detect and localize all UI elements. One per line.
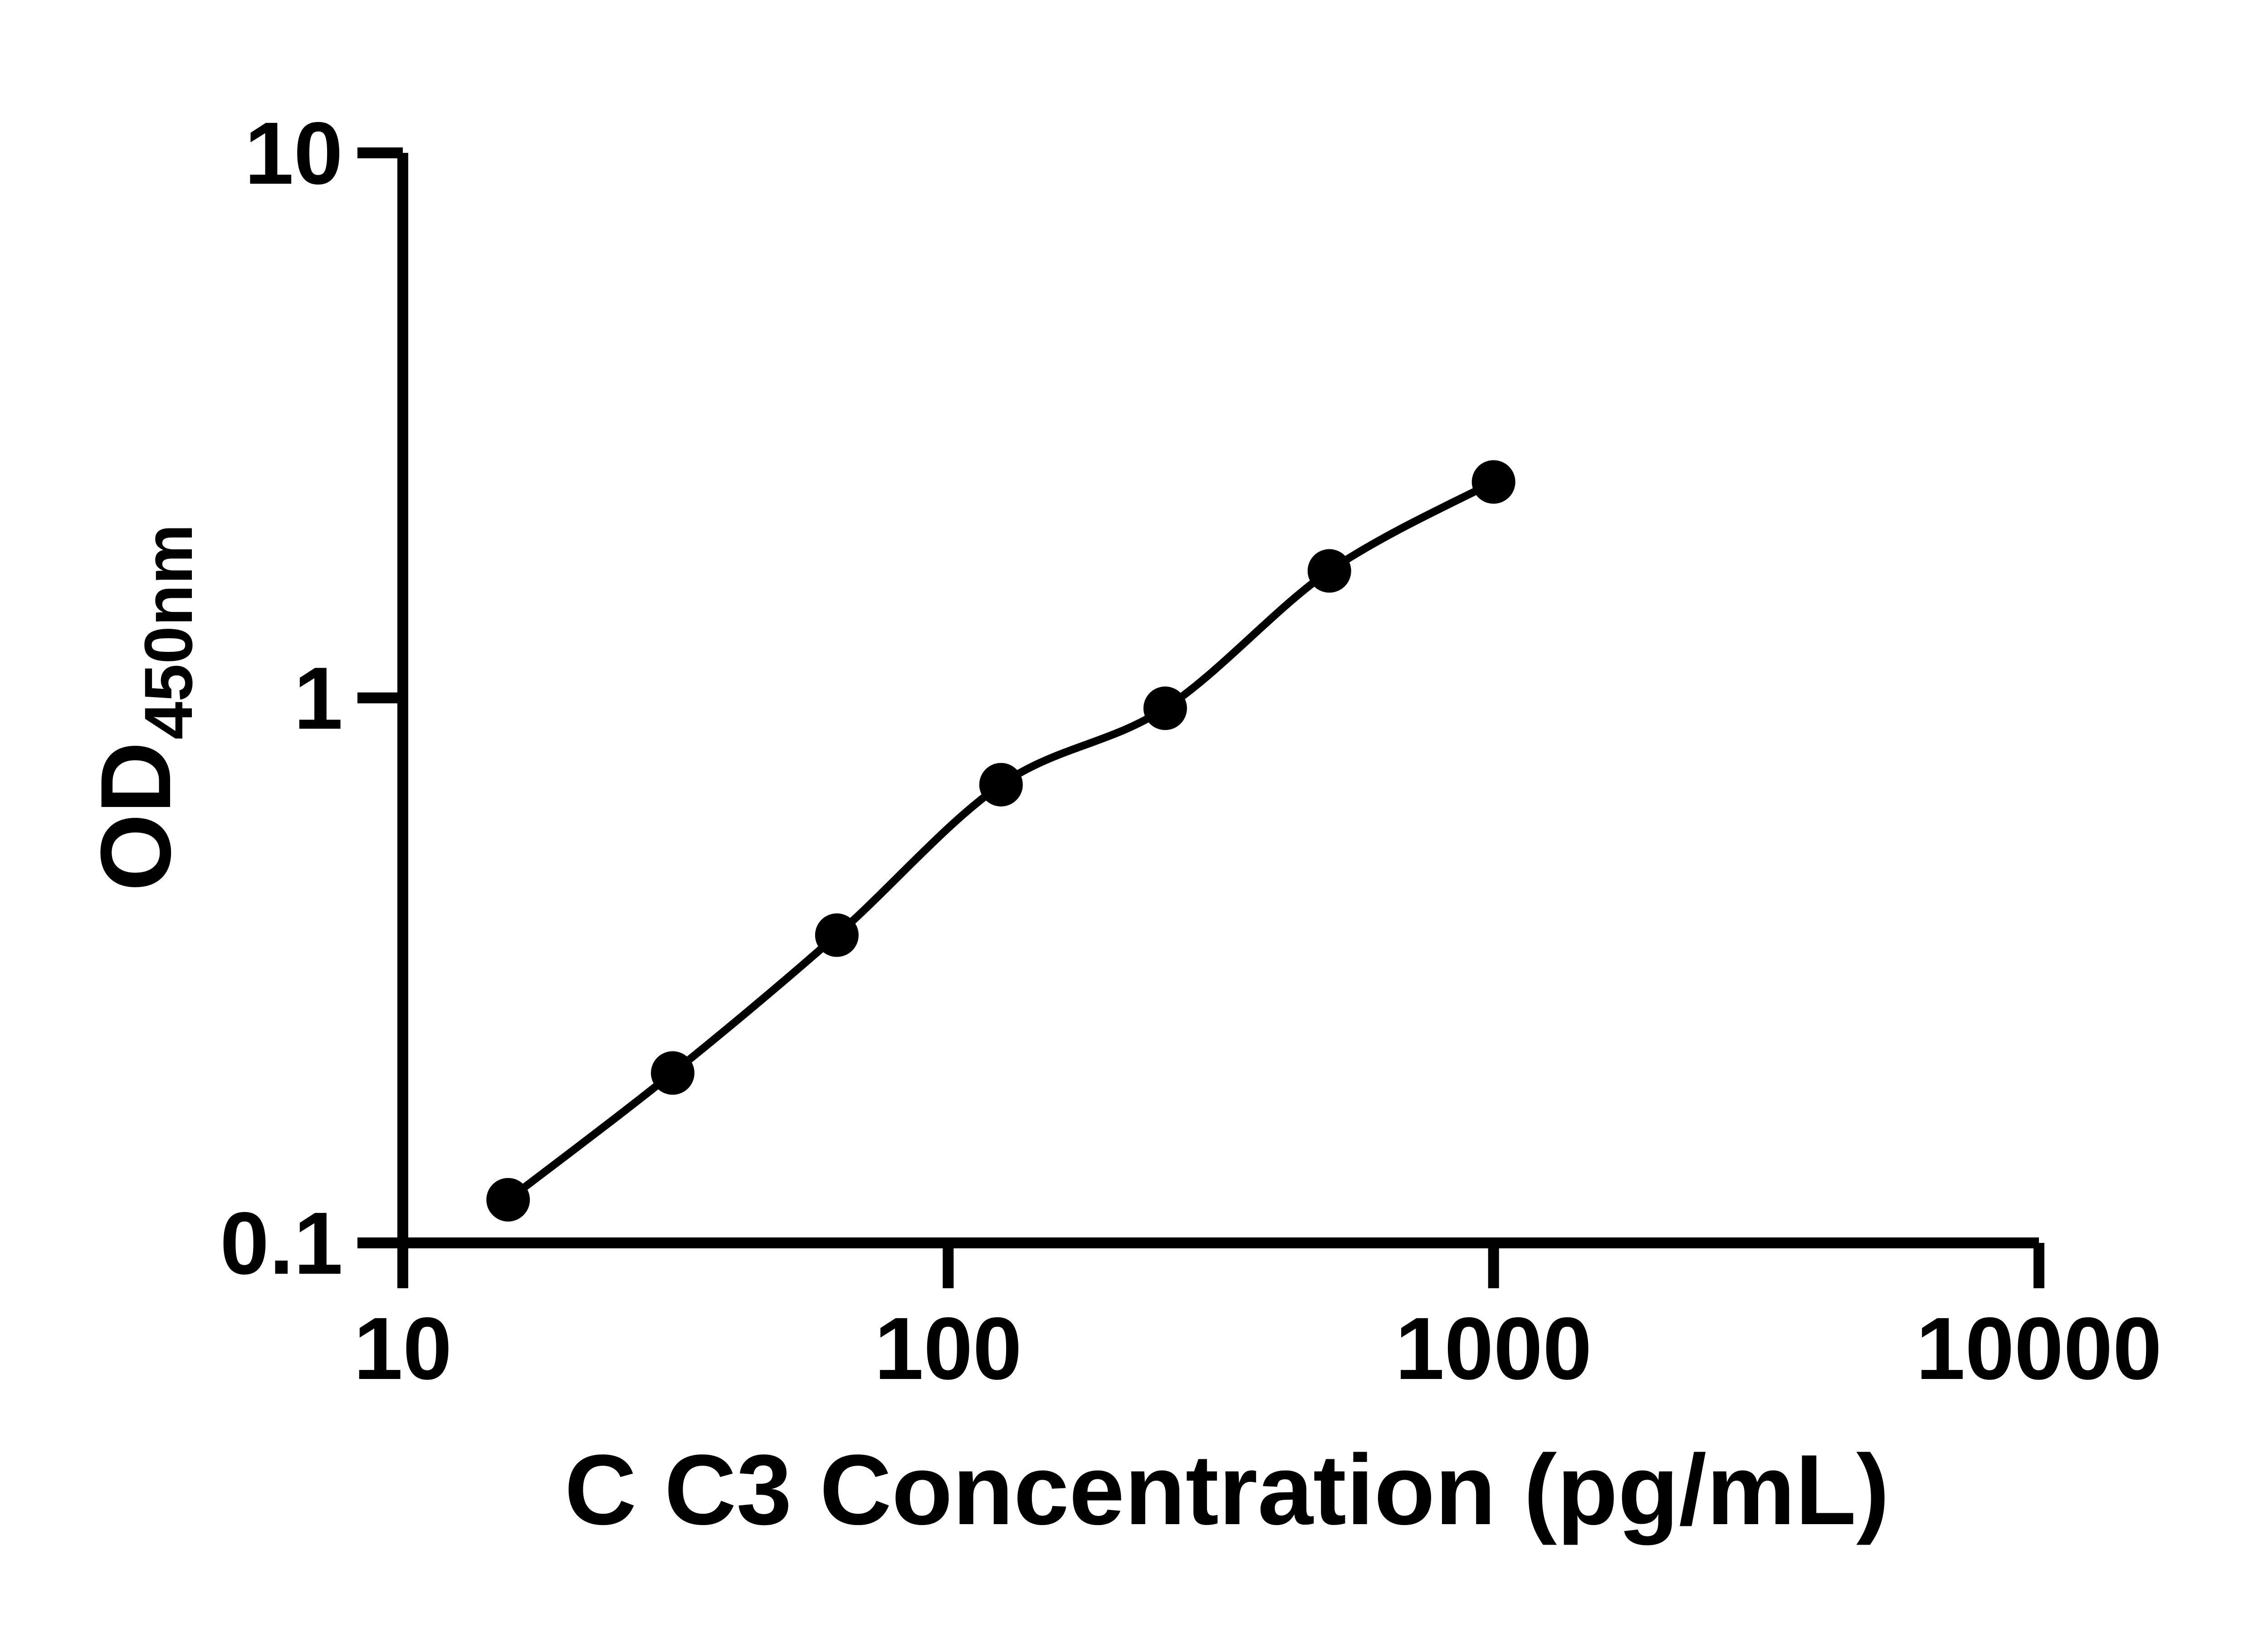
- data-point-marker: [650, 1051, 694, 1095]
- data-point-marker: [979, 763, 1023, 807]
- standard-curve-line: [506, 478, 1496, 1203]
- x-tick-label: 100: [875, 1299, 1022, 1398]
- y-axis-title: OD 450nm: [80, 524, 206, 891]
- data-point-marker: [815, 913, 859, 957]
- y-tick-label: 10: [244, 104, 343, 203]
- data-point-marker: [1143, 686, 1187, 730]
- y-tick-label: 1: [294, 649, 343, 748]
- y-axis-title-sub: 450nm: [130, 524, 206, 739]
- x-tick-label: 10000: [1916, 1299, 2162, 1398]
- y-axis-title-main: OD: [80, 742, 191, 891]
- data-point-marker: [486, 1178, 530, 1222]
- data-point-marker: [1307, 549, 1351, 593]
- data-point-marker: [1471, 460, 1515, 504]
- x-axis-title: C C3 Concentration (pg/mL): [564, 1434, 1889, 1545]
- x-tick-label: 10: [354, 1299, 452, 1398]
- plot-layer: [486, 460, 1515, 1222]
- y-tick-label: 0.1: [220, 1194, 343, 1293]
- axis-spine: [397, 153, 2039, 1248]
- x-tick-label: 1000: [1395, 1299, 1592, 1398]
